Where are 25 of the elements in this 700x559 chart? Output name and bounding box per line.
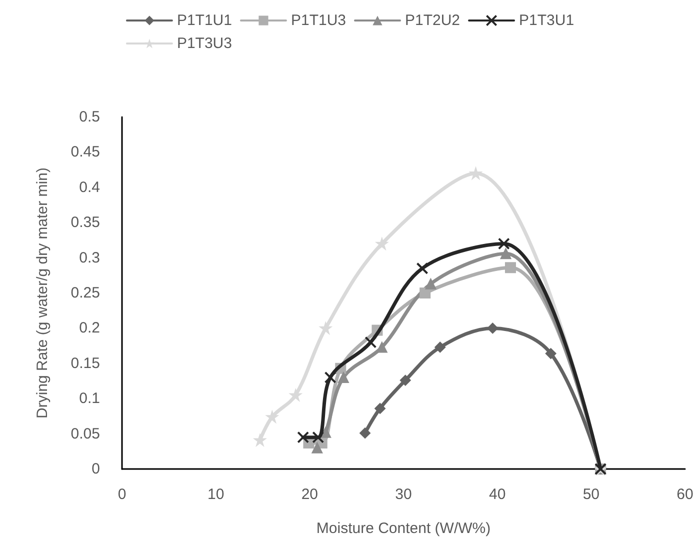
y-tick-label: 0.05 bbox=[70, 425, 100, 442]
y-tick-label: 0.3 bbox=[79, 249, 100, 266]
legend-label: P1T2U2 bbox=[405, 12, 460, 29]
y-tick-label: 0.25 bbox=[70, 284, 100, 302]
y-tick-label: 0.15 bbox=[70, 354, 100, 372]
x-tick-label: 30 bbox=[395, 486, 412, 503]
y-tick-label: 0.45 bbox=[70, 144, 100, 161]
y-axis-title: Drying Rate (g water/g dry mater min) bbox=[34, 168, 51, 418]
y-tick-label: 0.1 bbox=[79, 390, 100, 408]
x-tick-label: 40 bbox=[488, 486, 506, 503]
y-tick-label: 0.35 bbox=[70, 214, 100, 232]
x-tick-label: 60 bbox=[676, 486, 694, 503]
x-tick-label: 50 bbox=[582, 486, 600, 503]
y-tick-label: 0 bbox=[92, 460, 100, 478]
legend-label: P1T1U1 bbox=[176, 12, 232, 29]
y-tick-label: 0.5 bbox=[79, 108, 100, 126]
x-axis-title: Moisture Content (W/W%) bbox=[316, 520, 491, 537]
legend-label: P1T1U3 bbox=[290, 12, 346, 29]
legend-label: P1T3U3 bbox=[176, 35, 232, 52]
x-tick-label: 0 bbox=[118, 486, 126, 503]
y-tick-label: 0.2 bbox=[79, 320, 100, 337]
x-tick-label: 20 bbox=[301, 486, 318, 503]
legend-label: P1T3U1 bbox=[519, 12, 574, 29]
y-tick-label: 0.4 bbox=[79, 178, 100, 196]
x-tick-label: 10 bbox=[207, 486, 224, 503]
